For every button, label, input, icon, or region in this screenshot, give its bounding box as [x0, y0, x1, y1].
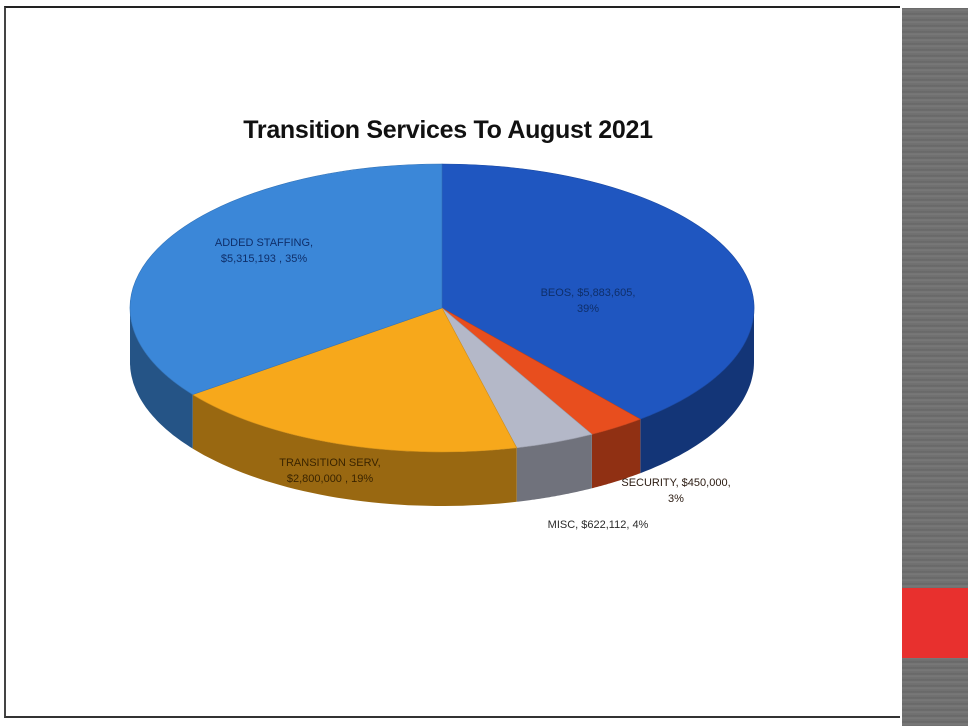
pie-side-transition-serv	[192, 394, 517, 506]
pie-labels: BEOS, $5,883,605, 39% SECURITY, $450,000, 3…	[215, 237, 731, 531]
pie-slice-added-staffing	[129, 163, 443, 395]
data-label-security: SECURITY, $450,000, 3%	[621, 477, 730, 505]
data-label-transition-serv: TRANSITION SERV, $2,800,000 , 19%	[279, 457, 380, 485]
chart-title: Transition Services To August 2021	[243, 116, 653, 144]
side-accent-block	[902, 588, 968, 658]
pie-side-beos	[640, 308, 754, 474]
data-label-added-staffing: ADDED STAFFING, $5,315,193 , 35%	[215, 237, 313, 265]
pie-sides	[130, 307, 754, 506]
pie-side-misc	[516, 434, 592, 502]
pie-side-added-staffing	[130, 307, 193, 449]
pie-slice-beos	[441, 163, 755, 420]
data-label-beos: BEOS, $5,883,605, 39%	[541, 287, 636, 315]
pie-side-security	[591, 419, 641, 489]
pie-tops	[129, 163, 755, 453]
pie-slice-transition-serv	[192, 307, 518, 453]
data-label-misc: MISC, $622,112, 4%	[548, 519, 649, 531]
